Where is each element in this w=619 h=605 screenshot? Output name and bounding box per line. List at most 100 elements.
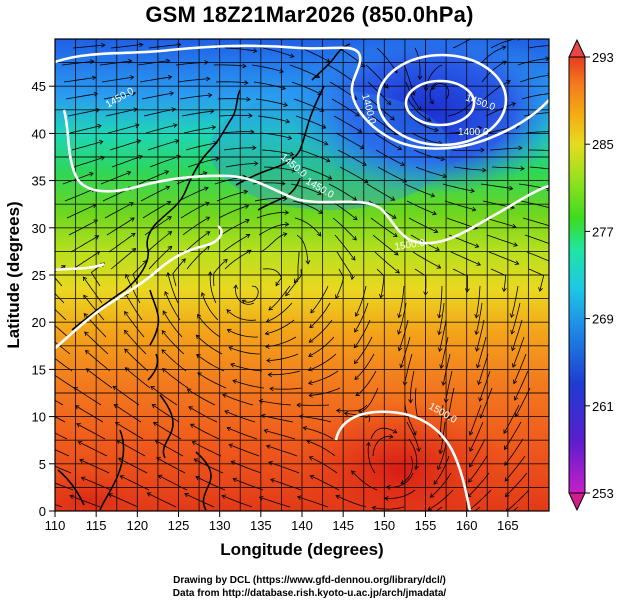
streamline-arrowhead bbox=[436, 264, 442, 269]
streamline bbox=[73, 387, 102, 406]
streamline bbox=[228, 346, 261, 355]
streamline bbox=[85, 350, 111, 372]
streamline-arrowhead bbox=[397, 330, 402, 335]
streamline-arrowhead bbox=[392, 429, 398, 434]
streamline bbox=[332, 217, 357, 241]
streamline-arrowhead bbox=[98, 139, 104, 145]
streamline-arrowhead bbox=[343, 411, 349, 417]
streamline-arrowhead bbox=[520, 166, 525, 171]
x-tick-label: 140 bbox=[291, 518, 313, 533]
streamline-arrowhead bbox=[221, 494, 227, 500]
x-tick-label: 115 bbox=[86, 518, 107, 533]
streamline bbox=[452, 268, 468, 293]
streamline-arrowhead bbox=[226, 426, 232, 432]
streamline-arrowhead bbox=[101, 42, 106, 48]
streamline-arrowhead bbox=[197, 372, 202, 377]
streamline bbox=[146, 231, 172, 253]
streamline bbox=[523, 112, 549, 117]
streamline bbox=[309, 302, 331, 328]
streamline-arrowhead bbox=[230, 362, 235, 368]
streamline-arrowhead bbox=[195, 334, 201, 340]
streamline-arrowhead bbox=[474, 330, 480, 336]
streamline bbox=[431, 82, 450, 100]
streamline bbox=[425, 64, 443, 91]
streamline-arrowhead bbox=[363, 179, 369, 184]
streamline bbox=[142, 201, 171, 219]
streamline bbox=[148, 44, 181, 49]
streamline bbox=[55, 432, 68, 440]
streamline bbox=[124, 348, 149, 372]
streamline bbox=[481, 60, 507, 83]
streamline-arrowhead bbox=[223, 258, 228, 264]
streamline bbox=[215, 81, 249, 84]
streamline-arrowhead bbox=[513, 396, 519, 401]
streamline-arrowhead bbox=[354, 328, 359, 333]
streamline-arrowhead bbox=[438, 449, 444, 455]
streamline-arrowhead bbox=[437, 313, 442, 319]
streamline bbox=[353, 336, 373, 364]
streamline-arrowhead bbox=[355, 391, 361, 397]
y-tick-label: 20 bbox=[32, 315, 46, 330]
streamline-arrowhead bbox=[501, 60, 507, 65]
streamline-arrowhead bbox=[511, 223, 517, 229]
streamline bbox=[398, 319, 409, 351]
streamline-arrowhead bbox=[384, 496, 389, 501]
streamline-arrowhead bbox=[550, 224, 554, 228]
streamline bbox=[147, 492, 177, 508]
streamline bbox=[177, 78, 210, 83]
x-axis-label: Longitude (degrees) bbox=[220, 540, 383, 559]
colorbar-max-arrow bbox=[568, 38, 586, 58]
x-tick-label: 110 bbox=[45, 518, 66, 533]
streamline-arrowhead bbox=[439, 364, 444, 369]
streamline-arrowhead bbox=[76, 423, 81, 428]
streamline bbox=[528, 45, 549, 49]
streamline-arrowhead bbox=[250, 129, 255, 135]
streamline bbox=[263, 166, 296, 172]
streamline-arrowhead bbox=[95, 250, 101, 256]
streamline-arrowhead bbox=[505, 508, 510, 511]
streamline bbox=[181, 110, 214, 117]
streamline-arrowhead bbox=[177, 42, 182, 48]
streamline-arrowhead bbox=[124, 310, 129, 316]
streamline-arrowhead bbox=[509, 313, 515, 319]
streamline bbox=[293, 98, 324, 112]
streamline-arrowhead bbox=[323, 141, 329, 146]
streamline-arrowhead bbox=[246, 96, 251, 102]
streamline-arrowhead bbox=[244, 80, 249, 86]
streamline bbox=[330, 200, 358, 221]
streamline bbox=[124, 330, 147, 355]
streamline bbox=[115, 422, 144, 440]
streamline bbox=[258, 223, 289, 236]
streamline-arrowhead bbox=[284, 221, 290, 227]
streamline bbox=[354, 302, 369, 333]
y-tick-label: 5 bbox=[39, 457, 46, 472]
streamline-arrowhead bbox=[432, 210, 437, 216]
streamline bbox=[251, 64, 284, 73]
streamline bbox=[79, 459, 110, 474]
streamline bbox=[197, 314, 221, 338]
streamline bbox=[467, 472, 490, 498]
streamline bbox=[83, 295, 105, 321]
streamline bbox=[227, 329, 259, 338]
streamline bbox=[528, 149, 549, 151]
streamline-arrowhead bbox=[390, 196, 396, 201]
streamline-arrowhead bbox=[475, 363, 481, 369]
streamline-arrowhead bbox=[437, 465, 442, 471]
streamline-arrowhead bbox=[395, 268, 400, 274]
streamline bbox=[479, 370, 491, 402]
streamline bbox=[84, 331, 109, 355]
streamline-arrowhead bbox=[264, 330, 270, 336]
streamline bbox=[113, 404, 142, 423]
streamline bbox=[213, 259, 228, 287]
streamline-arrowhead bbox=[335, 408, 341, 414]
y-tick-label: 40 bbox=[32, 126, 46, 141]
streamline bbox=[116, 440, 146, 457]
streamline bbox=[262, 47, 294, 58]
streamline bbox=[334, 234, 356, 261]
streamline bbox=[138, 170, 169, 185]
streamline-arrowhead bbox=[263, 428, 269, 434]
streamline bbox=[178, 187, 209, 202]
streamline bbox=[293, 251, 300, 283]
streamline-arrowhead bbox=[162, 368, 167, 373]
streamline bbox=[110, 248, 136, 270]
